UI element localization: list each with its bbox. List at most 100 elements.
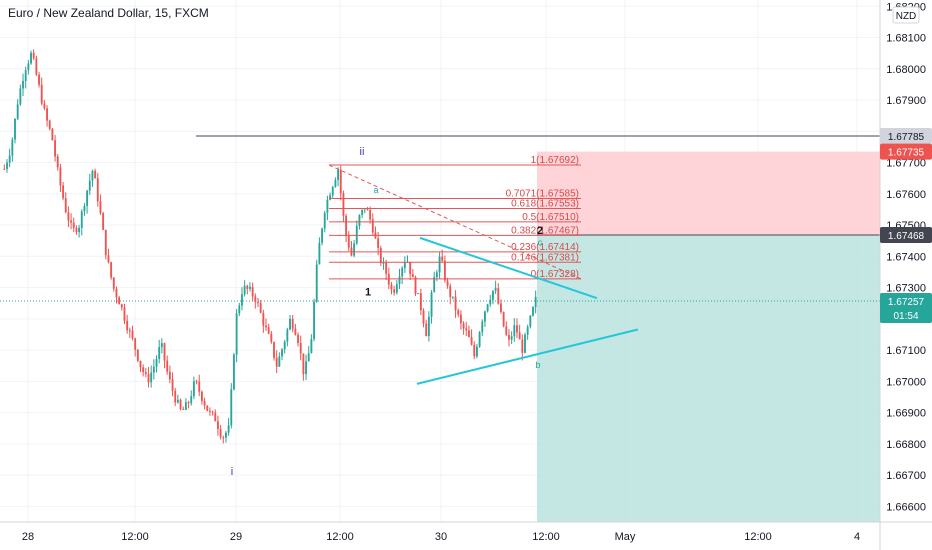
candle-body: [465, 328, 468, 331]
candle-body: [70, 220, 73, 223]
candle-body: [78, 227, 81, 233]
candle-body: [481, 321, 484, 333]
candle-body: [467, 330, 470, 338]
candle-body: [489, 299, 492, 305]
candle-body: [174, 390, 177, 403]
drawings[interactable]: [416, 236, 639, 385]
candle-body: [475, 346, 478, 357]
fib-level-label: 0.5(1.67510): [522, 212, 579, 223]
y-tick-label: 1.66700: [886, 470, 926, 482]
candle-body: [158, 346, 161, 360]
candle-body: [305, 361, 307, 375]
stop-loss-zone[interactable]: [537, 151, 880, 236]
candle-body: [195, 381, 198, 383]
candle-body: [38, 74, 40, 85]
candle-body: [409, 261, 412, 275]
candle-body: [203, 400, 206, 406]
symbol-title: Euro / New Zealand Dollar, 15, FXCM: [8, 6, 209, 20]
candle-body: [521, 339, 524, 353]
candle-body: [265, 325, 267, 328]
candle-body: [238, 305, 241, 314]
candle-body: [393, 289, 396, 293]
candle-body: [241, 294, 243, 306]
candle-body: [358, 215, 361, 226]
candle-body: [48, 120, 51, 129]
candle-body: [379, 248, 382, 264]
candle-body: [11, 139, 14, 156]
candle-body: [217, 421, 219, 430]
candle-body: [403, 261, 406, 269]
candle-body: [294, 328, 297, 335]
candle-body: [27, 63, 30, 71]
wave-label-2: 2: [537, 225, 543, 237]
price-axis[interactable]: 1.682001.681001.680001.679001.678001.677…: [879, 0, 926, 550]
y-tick-label: 1.66800: [886, 439, 926, 451]
x-tick-label: 12:00: [326, 531, 354, 543]
candle-body: [329, 195, 332, 200]
candle-body: [366, 209, 369, 211]
entry-price-tag: 1.67468: [888, 231, 925, 242]
take-profit-zone[interactable]: [537, 235, 880, 523]
y-tick-label: 1.66900: [886, 408, 926, 420]
candle-body: [88, 180, 91, 191]
wave-label-1: 1: [365, 286, 371, 298]
candle-body: [251, 286, 254, 297]
candle-body: [299, 343, 302, 354]
candle-body: [484, 311, 486, 322]
triangle-upper-trendline[interactable]: [419, 236, 598, 300]
candle-body: [382, 262, 385, 264]
triangle-lower-trendline[interactable]: [416, 328, 639, 385]
candle-body: [233, 354, 235, 390]
x-tick-label: 12:00: [121, 531, 149, 543]
position-zones: [537, 151, 932, 523]
candle-body: [459, 314, 462, 324]
candle-body: [526, 326, 529, 335]
candle-body: [259, 302, 262, 313]
candle-body: [478, 332, 481, 347]
candle-body: [24, 70, 27, 81]
candle-body: [46, 108, 48, 121]
candle-body: [243, 285, 246, 295]
fib-level-label: 1(1.67692): [531, 155, 579, 166]
candle-body: [315, 264, 318, 302]
candle-body: [289, 318, 291, 330]
candle-body: [278, 356, 281, 367]
candle-body: [347, 235, 350, 248]
candle-body: [323, 212, 326, 229]
candle-body: [249, 286, 251, 289]
candle-body: [62, 185, 65, 199]
candle-body: [184, 402, 187, 410]
x-tick-label: 29: [230, 531, 242, 543]
candle-body: [91, 170, 94, 181]
wave-label-b: b: [535, 360, 540, 370]
candle-body: [435, 272, 438, 278]
fibonacci-retracement[interactable]: 1(1.67692) 0.7071(1.67585)0.618(1.67553) 0…: [328, 155, 582, 280]
time-axis[interactable]: 28 12:00 29 12:00 30 12:00 May 12:00 4: [0, 521, 932, 543]
candle-body: [118, 297, 121, 305]
candle-body: [497, 288, 500, 304]
candle-body: [32, 52, 35, 59]
candle-body: [144, 372, 147, 374]
candle-body: [307, 353, 310, 362]
candle-body: [302, 353, 305, 375]
wave-label-ii: ii: [360, 146, 365, 158]
candle-body: [334, 179, 337, 187]
candle-body: [115, 288, 118, 298]
candle-body: [371, 219, 374, 233]
candle-body: [163, 343, 166, 361]
candle-body: [532, 307, 534, 316]
candle-body: [227, 425, 230, 433]
y-tick-label: 1.67100: [886, 345, 926, 357]
horizontal-line-price-tag: 1.67785: [888, 132, 925, 143]
candle-body: [457, 310, 460, 315]
candle-body: [425, 323, 428, 337]
candle-body: [355, 225, 358, 244]
candle-body: [211, 411, 214, 413]
candle-body: [147, 373, 150, 383]
y-tick-label: 1.67900: [886, 95, 926, 107]
candle-body: [398, 276, 401, 285]
candle-body: [500, 303, 502, 312]
candle-body: [291, 318, 294, 329]
